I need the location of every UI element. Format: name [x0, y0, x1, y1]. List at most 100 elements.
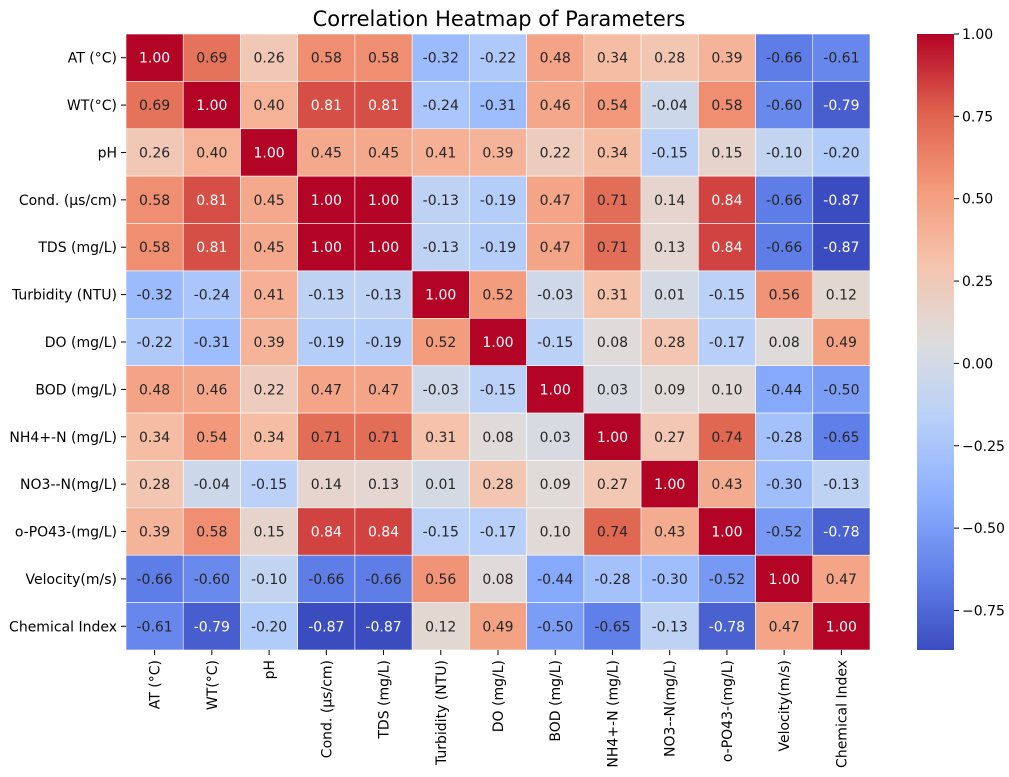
cell-value-label: 0.28 — [654, 51, 685, 67]
heatmap-cell — [526, 33, 585, 82]
cell-value-label: -0.44 — [537, 572, 573, 588]
heatmap-cell — [755, 175, 814, 224]
column-tick-label: Turbidity (NTU) — [434, 660, 450, 766]
heatmap-cell — [812, 175, 871, 224]
cell-value-label: 0.09 — [654, 382, 685, 398]
column-tick-label: AT (°C) — [148, 660, 164, 709]
cell-value-label: 0.28 — [482, 477, 513, 493]
heatmap-cell — [755, 460, 814, 509]
heatmap-cell — [583, 602, 642, 651]
heatmap-cell — [583, 554, 642, 603]
heatmap-cell — [526, 602, 585, 651]
row-tick-label: o-PO43-(mg/L) — [15, 525, 117, 541]
cell-value-label: -0.03 — [537, 288, 573, 304]
cell-value-label: -0.30 — [652, 572, 688, 588]
cell-value-label: -0.87 — [823, 193, 859, 209]
cell-value-label: 0.22 — [540, 145, 571, 161]
cell-value-label: 0.46 — [196, 382, 227, 398]
cell-value-label: -0.65 — [823, 430, 859, 446]
cell-value-label: 1.00 — [196, 98, 227, 114]
heatmap-cell — [182, 460, 241, 509]
column-tick-label: TDS (mg/L) — [377, 660, 393, 740]
cell-value-label: 0.34 — [253, 430, 284, 446]
heatmap-cell — [698, 175, 756, 224]
cell-value-label: -0.66 — [766, 193, 802, 209]
column-tick-label: Chemical Index — [834, 660, 850, 768]
cell-value-label: -0.15 — [537, 335, 573, 351]
heatmap-cell — [297, 270, 356, 319]
heatmap-cell — [125, 412, 184, 461]
column-tick-label: NH4+-N (mg/L) — [605, 660, 621, 768]
heatmap-cell — [755, 365, 814, 414]
heatmap-cell — [354, 365, 413, 414]
cell-value-label: 0.39 — [711, 51, 742, 67]
heatmap-cell — [698, 128, 756, 177]
heatmap-cell — [125, 507, 184, 556]
heatmap-cell — [297, 602, 356, 651]
colorbar-tick-label: 0.25 — [962, 274, 993, 290]
cell-value-label: 0.48 — [139, 382, 170, 398]
cell-value-label: 0.56 — [769, 288, 800, 304]
heatmap-cell — [411, 33, 470, 82]
heatmap-cell — [182, 128, 241, 177]
cell-value-label: 0.08 — [482, 430, 513, 446]
heatmap-cell — [354, 270, 413, 319]
cell-value-label: 0.08 — [769, 335, 800, 351]
cell-value-label: -0.66 — [308, 572, 344, 588]
cell-value-label: 0.46 — [540, 98, 571, 114]
column-tick-label: Velocity(m/s) — [777, 660, 793, 752]
cell-value-label: 0.81 — [311, 98, 342, 114]
column-labels: AT (°C) WT(°C) pH Cond. (µs/cm) TDS (mg/L) Tu… — [148, 650, 850, 768]
row-tick-label: NO3--N(mg/L) — [20, 477, 117, 493]
heatmap-cell — [182, 507, 241, 556]
heatmap-cell — [698, 318, 756, 366]
cell-value-label: 0.14 — [654, 193, 685, 209]
cell-value-label: 0.26 — [253, 51, 284, 67]
cell-value-label: 0.26 — [139, 145, 170, 161]
heatmap-cell — [182, 602, 241, 651]
cell-value-label: 0.27 — [597, 477, 628, 493]
cell-value-label: 0.54 — [196, 430, 227, 446]
cell-value-label: -0.15 — [652, 145, 688, 161]
cell-value-label: -0.50 — [823, 382, 859, 398]
cell-value-label: 0.03 — [597, 382, 628, 398]
cell-value-label: -0.10 — [251, 572, 287, 588]
heatmap-cell — [240, 270, 298, 319]
cell-value-label: -0.24 — [423, 98, 459, 114]
cell-value-label: 0.34 — [139, 430, 170, 446]
cell-value-label: 0.81 — [196, 193, 227, 209]
cell-value-label: 0.31 — [597, 288, 628, 304]
cell-value-label: 1.00 — [597, 430, 628, 446]
colorbar-tick-label: 0.00 — [962, 356, 993, 372]
heatmap-cell — [526, 507, 585, 556]
cell-value-label: 0.40 — [196, 145, 227, 161]
cell-value-label: 0.74 — [597, 525, 628, 541]
cell-value-label: -0.66 — [766, 51, 802, 67]
heatmap-cell — [583, 365, 642, 414]
heatmap-cell — [640, 270, 699, 319]
heatmap-cell — [240, 223, 298, 272]
heatmap-cell — [469, 223, 527, 272]
column-tick-label: NO3--N(mg/L) — [663, 660, 679, 757]
cell-value-label: 0.47 — [769, 619, 800, 635]
heatmap-cell — [698, 365, 756, 414]
heatmap-cell — [411, 365, 470, 414]
cell-value-label: 0.14 — [311, 477, 342, 493]
heatmap-cell — [297, 81, 356, 130]
cell-value-label: -0.31 — [194, 335, 230, 351]
cell-value-label: 0.15 — [711, 145, 742, 161]
heatmap-cell — [812, 33, 871, 82]
heatmap-cell — [240, 365, 298, 414]
heatmap-cell — [125, 81, 184, 130]
heatmap-cell — [240, 460, 298, 509]
cell-value-label: -0.15 — [251, 477, 287, 493]
cell-value-label: 0.13 — [654, 240, 685, 256]
colorbar-tick-label: 0.75 — [962, 109, 993, 125]
heatmap-cell — [125, 128, 184, 177]
cell-value-label: 1.00 — [311, 193, 342, 209]
cell-value-label: -0.17 — [480, 525, 516, 541]
column-tick-label: Cond. (µs/cm) — [319, 660, 335, 758]
cell-value-label: -0.79 — [194, 619, 230, 635]
cell-value-label: 1.00 — [311, 240, 342, 256]
heatmap-cell — [411, 318, 470, 366]
